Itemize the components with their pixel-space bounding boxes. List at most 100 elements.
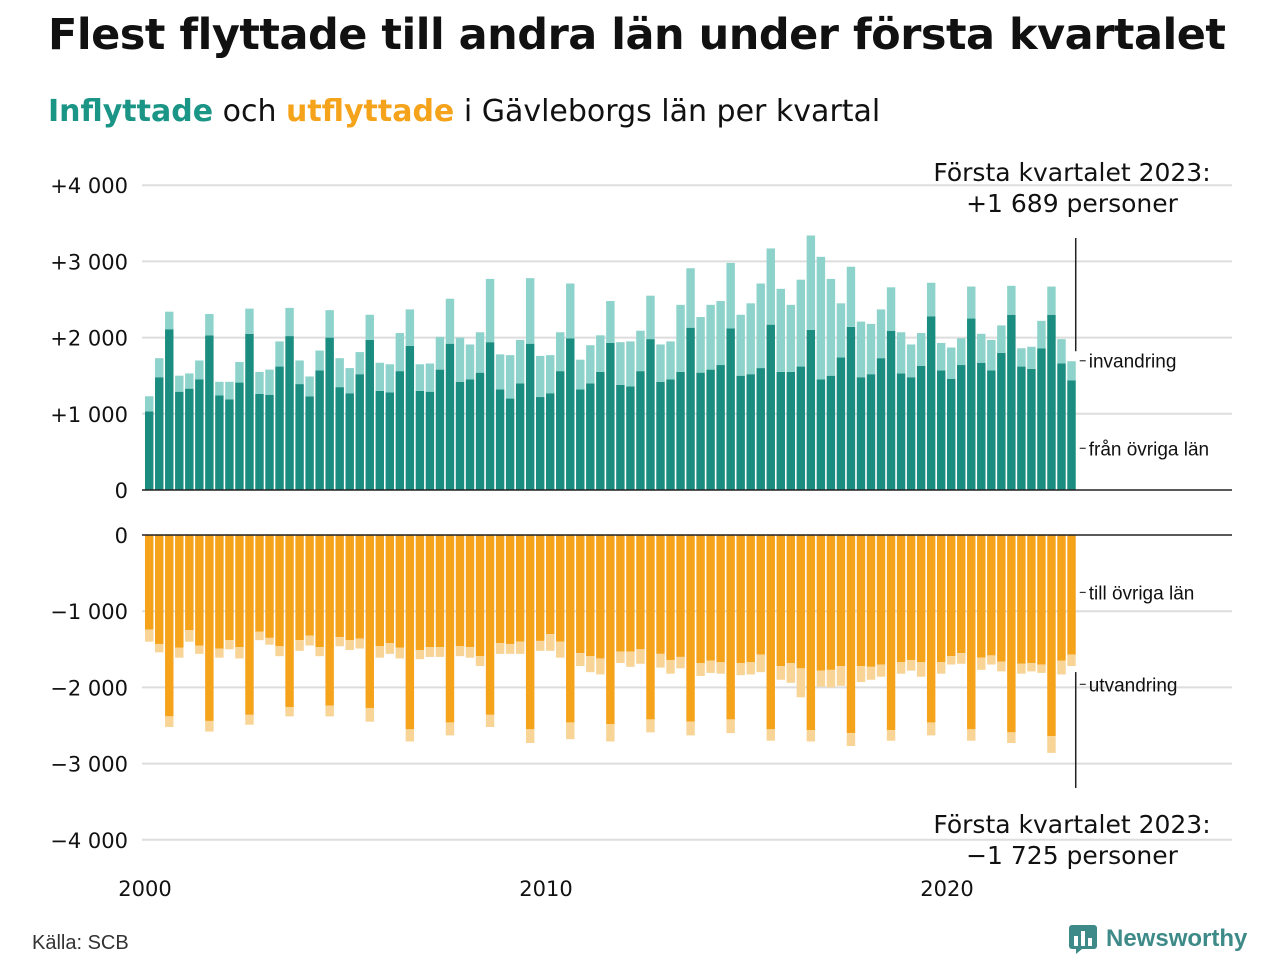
bar-fran-ovriga-lan	[215, 395, 224, 490]
bar-utvandring	[696, 663, 705, 676]
bar-till-ovriga-lan	[997, 535, 1006, 662]
bar-utvandring	[355, 638, 364, 649]
bar-utvandring	[947, 656, 956, 665]
bar-till-ovriga-lan	[806, 535, 816, 731]
bar-fran-ovriga-lan	[165, 329, 174, 490]
newsworthy-icon	[1069, 925, 1097, 954]
series-label: från övriga län	[1089, 439, 1209, 460]
bar-invandring	[145, 396, 154, 412]
bar-till-ovriga-lan	[225, 535, 234, 641]
bar-utvandring	[455, 646, 465, 657]
bar-fran-ovriga-lan	[596, 371, 605, 490]
bar-invandring	[636, 330, 645, 372]
bar-till-ovriga-lan	[886, 535, 896, 731]
bar-fran-ovriga-lan	[656, 381, 665, 490]
bar-invandring	[505, 355, 515, 399]
bar-utvandring	[325, 705, 334, 717]
bar-invandring	[1027, 346, 1036, 369]
bar-invandring	[786, 304, 796, 372]
bar-fran-ovriga-lan	[576, 389, 585, 490]
x-tick-label: 2010	[519, 877, 572, 901]
bar-till-ovriga-lan	[235, 535, 244, 648]
bar-till-ovriga-lan	[315, 535, 324, 648]
bar-till-ovriga-lan	[636, 535, 645, 650]
bar-invandring	[535, 355, 545, 398]
bar-invandring	[706, 304, 715, 370]
bar-invandring	[1057, 339, 1066, 364]
bar-invandring	[626, 341, 635, 387]
bar-invandring	[896, 332, 906, 374]
bar-fran-ovriga-lan	[225, 399, 234, 490]
bar-utvandring	[505, 643, 515, 654]
bar-fran-ovriga-lan	[315, 370, 324, 490]
bar-utvandring	[886, 730, 896, 741]
bar-fran-ovriga-lan	[886, 330, 896, 490]
series-label: invandring	[1089, 352, 1177, 373]
bar-till-ovriga-lan	[1027, 535, 1036, 664]
bar-utvandring	[896, 662, 906, 674]
bar-till-ovriga-lan	[766, 535, 775, 730]
bar-utvandring	[706, 660, 715, 673]
bar-fran-ovriga-lan	[916, 365, 926, 490]
bar-till-ovriga-lan	[977, 535, 986, 658]
bar-utvandring	[666, 659, 675, 674]
bar-utvandring	[395, 647, 405, 659]
bar-invandring	[425, 363, 435, 392]
bar-invandring	[566, 283, 575, 339]
bar-invandring	[886, 287, 896, 331]
bar-fran-ovriga-lan	[626, 386, 635, 490]
bar-fran-ovriga-lan	[405, 345, 415, 490]
bar-fran-ovriga-lan	[836, 357, 846, 490]
series-label: till övriga län	[1089, 583, 1195, 604]
bar-fran-ovriga-lan	[255, 393, 264, 490]
bar-utvandring	[195, 645, 204, 654]
bar-invandring	[265, 369, 274, 395]
x-tick-label: 2020	[920, 877, 973, 901]
bar-till-ovriga-lan	[546, 535, 555, 635]
bar-till-ovriga-lan	[405, 535, 415, 730]
bar-utvandring	[1037, 664, 1046, 673]
bar-utvandring	[876, 664, 886, 677]
bar-invandring	[906, 344, 916, 378]
bar-till-ovriga-lan	[967, 535, 976, 730]
bar-invandring	[215, 381, 224, 396]
bar-till-ovriga-lan	[425, 535, 435, 648]
bar-utvandring	[926, 722, 936, 736]
bar-till-ovriga-lan	[596, 535, 605, 659]
y-tick-label: +1 000	[50, 403, 128, 427]
bar-till-ovriga-lan	[1067, 535, 1076, 655]
bar-invandring	[365, 314, 374, 340]
bar-till-ovriga-lan	[696, 535, 705, 664]
bar-fran-ovriga-lan	[716, 365, 725, 490]
bar-fran-ovriga-lan	[556, 371, 565, 490]
bar-fran-ovriga-lan	[425, 391, 435, 490]
bar-till-ovriga-lan	[746, 535, 755, 663]
bar-invandring	[1067, 361, 1076, 381]
bar-till-ovriga-lan	[505, 535, 515, 644]
bar-invandring	[495, 354, 505, 390]
bar-till-ovriga-lan	[195, 535, 204, 646]
bar-utvandring	[916, 662, 926, 677]
bar-till-ovriga-lan	[706, 535, 715, 661]
bar-till-ovriga-lan	[495, 535, 505, 644]
bar-utvandring	[155, 643, 164, 653]
bar-invandring	[656, 344, 665, 382]
bar-fran-ovriga-lan	[455, 381, 465, 490]
bar-fran-ovriga-lan	[616, 384, 625, 490]
bar-utvandring	[445, 722, 455, 736]
bar-till-ovriga-lan	[215, 535, 224, 649]
bar-till-ovriga-lan	[285, 535, 294, 708]
bar-utvandring	[716, 662, 725, 674]
bar-fran-ovriga-lan	[896, 373, 906, 490]
bar-invandring	[916, 333, 926, 366]
bar-invandring	[445, 298, 455, 344]
bar-utvandring	[495, 643, 505, 654]
x-tick-label: 2000	[118, 877, 171, 901]
bar-invandring	[546, 355, 555, 394]
bar-utvandring	[255, 631, 264, 641]
y-tick-label: −4 000	[50, 829, 128, 853]
bar-fran-ovriga-lan	[947, 378, 956, 490]
bar-till-ovriga-lan	[185, 535, 194, 631]
bar-till-ovriga-lan	[646, 535, 655, 720]
bar-fran-ovriga-lan	[515, 383, 525, 490]
